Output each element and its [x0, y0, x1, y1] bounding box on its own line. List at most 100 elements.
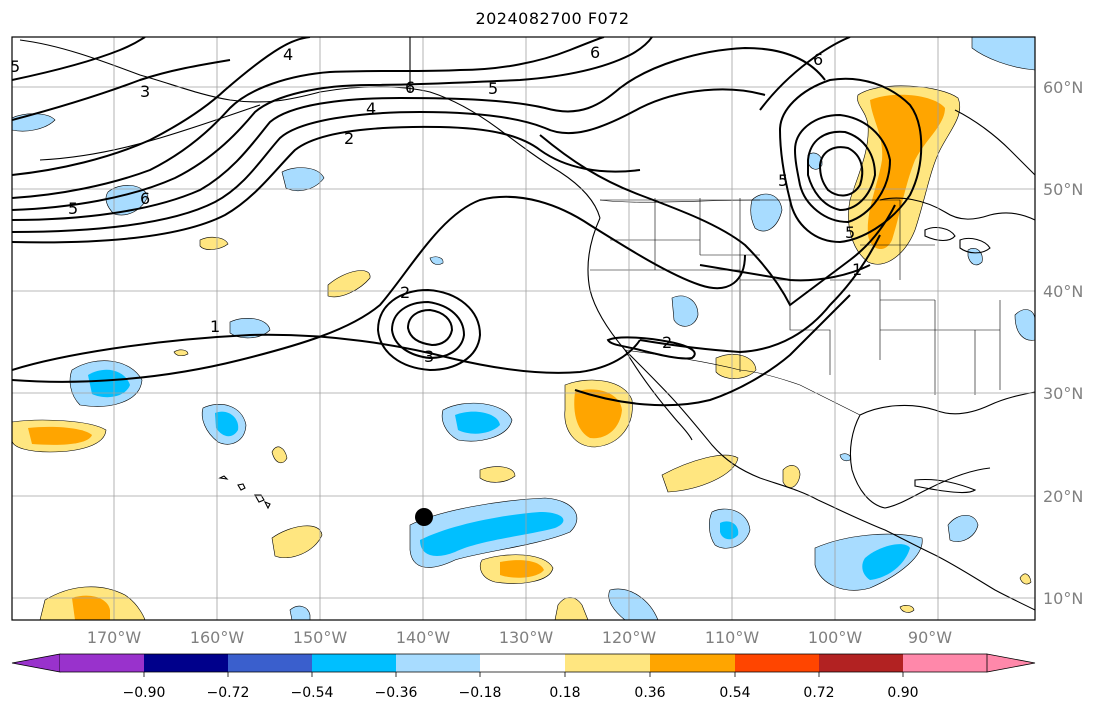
negative-anomaly-16: [608, 588, 659, 620]
colorbar-segment: [228, 654, 313, 672]
contour-label: 1: [852, 260, 862, 279]
latitude-labels: 60°N 50°N 40°N 30°N 20°N 10°N: [1043, 78, 1083, 608]
colorbar-segment: [819, 654, 904, 672]
negative-anomaly-20: [429, 256, 444, 265]
contour-lines: [12, 37, 923, 407]
colorbar-segment: [735, 654, 820, 672]
lon-label: 90°W: [908, 628, 952, 647]
contour-label: 5: [10, 57, 20, 76]
positive-anomaly-14: [1019, 573, 1032, 585]
contour-label: 2: [344, 129, 354, 148]
strong-positive-anomaly-4: [72, 595, 110, 620]
contour-label: 5: [68, 199, 78, 218]
positive-anomaly-16: [173, 349, 189, 357]
coastlines: [19, 37, 1035, 611]
strong-negative-anomaly-1: [420, 512, 564, 556]
colorbar-tick: 0.36: [634, 685, 665, 701]
contour-label: 6: [140, 189, 150, 208]
strong-negative-anomaly-3: [455, 411, 500, 434]
colorbar-tick: −0.18: [459, 685, 502, 701]
contour-label: 2: [400, 283, 410, 302]
colorbar-tick: 0.18: [549, 685, 580, 701]
lon-label: 170°W: [87, 628, 142, 647]
colorbar-tick: −0.72: [207, 685, 250, 701]
map-title: 2024082700 F072: [475, 9, 630, 28]
contour-label: 4: [366, 99, 376, 118]
positive-anomaly-13: [271, 446, 288, 464]
colorbar-extend-low: [11, 653, 61, 673]
lat-label: 20°N: [1043, 487, 1083, 506]
lat-label: 30°N: [1043, 384, 1083, 403]
lon-label: 110°W: [705, 628, 760, 647]
lat-label: 60°N: [1043, 78, 1083, 97]
colorbar-segment: [565, 654, 651, 672]
positive-anomaly-12: [554, 597, 589, 620]
colorbar-tick: 0.90: [887, 685, 918, 701]
strong-positive-anomaly-3: [500, 560, 544, 578]
colorbar: −0.90 −0.72 −0.54 −0.36 −0.18 0.18 0.36 …: [11, 653, 1036, 701]
negative-anomaly-15: [1014, 309, 1035, 341]
contour-label: 6: [813, 50, 823, 69]
negative-anomaly-11: [750, 193, 783, 232]
positive-anomaly-15: [899, 605, 915, 613]
colorbar-tick: −0.54: [291, 685, 334, 701]
positive-anomaly-7: [327, 270, 371, 298]
contour-label: 5: [488, 79, 498, 98]
colorbar-segment: [60, 654, 145, 672]
longitude-labels: 170°W 160°W 150°W 140°W 130°W 120°W 110°…: [87, 628, 952, 647]
contour-label: 5: [778, 171, 788, 190]
colorbar-tick: 0.72: [803, 685, 834, 701]
colorbar-extend-high: [986, 653, 1036, 673]
colorbar-tick: −0.90: [123, 685, 166, 701]
positive-anomaly-8: [271, 525, 323, 558]
negative-anomaly-8: [281, 167, 325, 191]
gridlines: [12, 37, 1035, 620]
colorbar-segment: [312, 654, 397, 672]
colorbar-tick: 0.54: [719, 685, 750, 701]
map-border: [11, 36, 1036, 621]
colorbar-segment: [903, 654, 988, 672]
colorbar-segment: [480, 654, 566, 672]
strong-negative-anomaly-5: [862, 544, 910, 580]
colorbar-segment: [144, 654, 229, 672]
negative-anomaly-17: [807, 152, 823, 170]
strong-negative-anomaly-2: [88, 369, 130, 398]
contour-label: 6: [405, 78, 415, 97]
negative-anomaly-21: [839, 453, 851, 462]
contour-labels: 5 4 6 5 6 3 4 2 5 6 5 6 1 2 3 2 1 5: [10, 43, 862, 366]
lat-label: 40°N: [1043, 282, 1083, 301]
contour-label: 1: [210, 317, 220, 336]
positive-anomaly-11: [199, 236, 229, 250]
negative-anomaly-19: [289, 605, 311, 620]
storm-center-marker: [415, 508, 433, 526]
lon-label: 160°W: [190, 628, 245, 647]
contour-label: 3: [140, 82, 150, 101]
lon-label: 130°W: [499, 628, 554, 647]
negative-anomaly-14: [947, 514, 979, 542]
strong-positive-anomaly-1: [574, 389, 622, 439]
contour-label: 6: [590, 43, 600, 62]
positive-anomaly-5: [661, 454, 739, 493]
lon-label: 150°W: [293, 628, 348, 647]
negative-anomaly-10: [671, 295, 699, 327]
contour-label: 5: [845, 223, 855, 242]
contour-label: 3: [424, 347, 434, 366]
lon-label: 140°W: [396, 628, 451, 647]
positive-anomaly-9: [479, 466, 516, 483]
lat-label: 10°N: [1043, 589, 1083, 608]
lon-label: 120°W: [602, 628, 657, 647]
positive-anomaly-10: [782, 465, 801, 488]
colorbar-segment: [650, 654, 736, 672]
contour-label: 2: [662, 333, 672, 352]
lat-label: 50°N: [1043, 180, 1083, 199]
contour-label: 4: [283, 45, 293, 64]
negative-anomaly-7: [105, 185, 149, 216]
colorbar-segment: [396, 654, 481, 672]
colorbar-tick: −0.36: [375, 685, 418, 701]
anomaly-shading: [12, 37, 1035, 620]
strong-positive-anomaly-canada: [867, 94, 945, 250]
lon-label: 100°W: [808, 628, 863, 647]
strong-negative-anomaly-4: [215, 411, 239, 437]
positive-anomaly-6: [715, 354, 757, 379]
